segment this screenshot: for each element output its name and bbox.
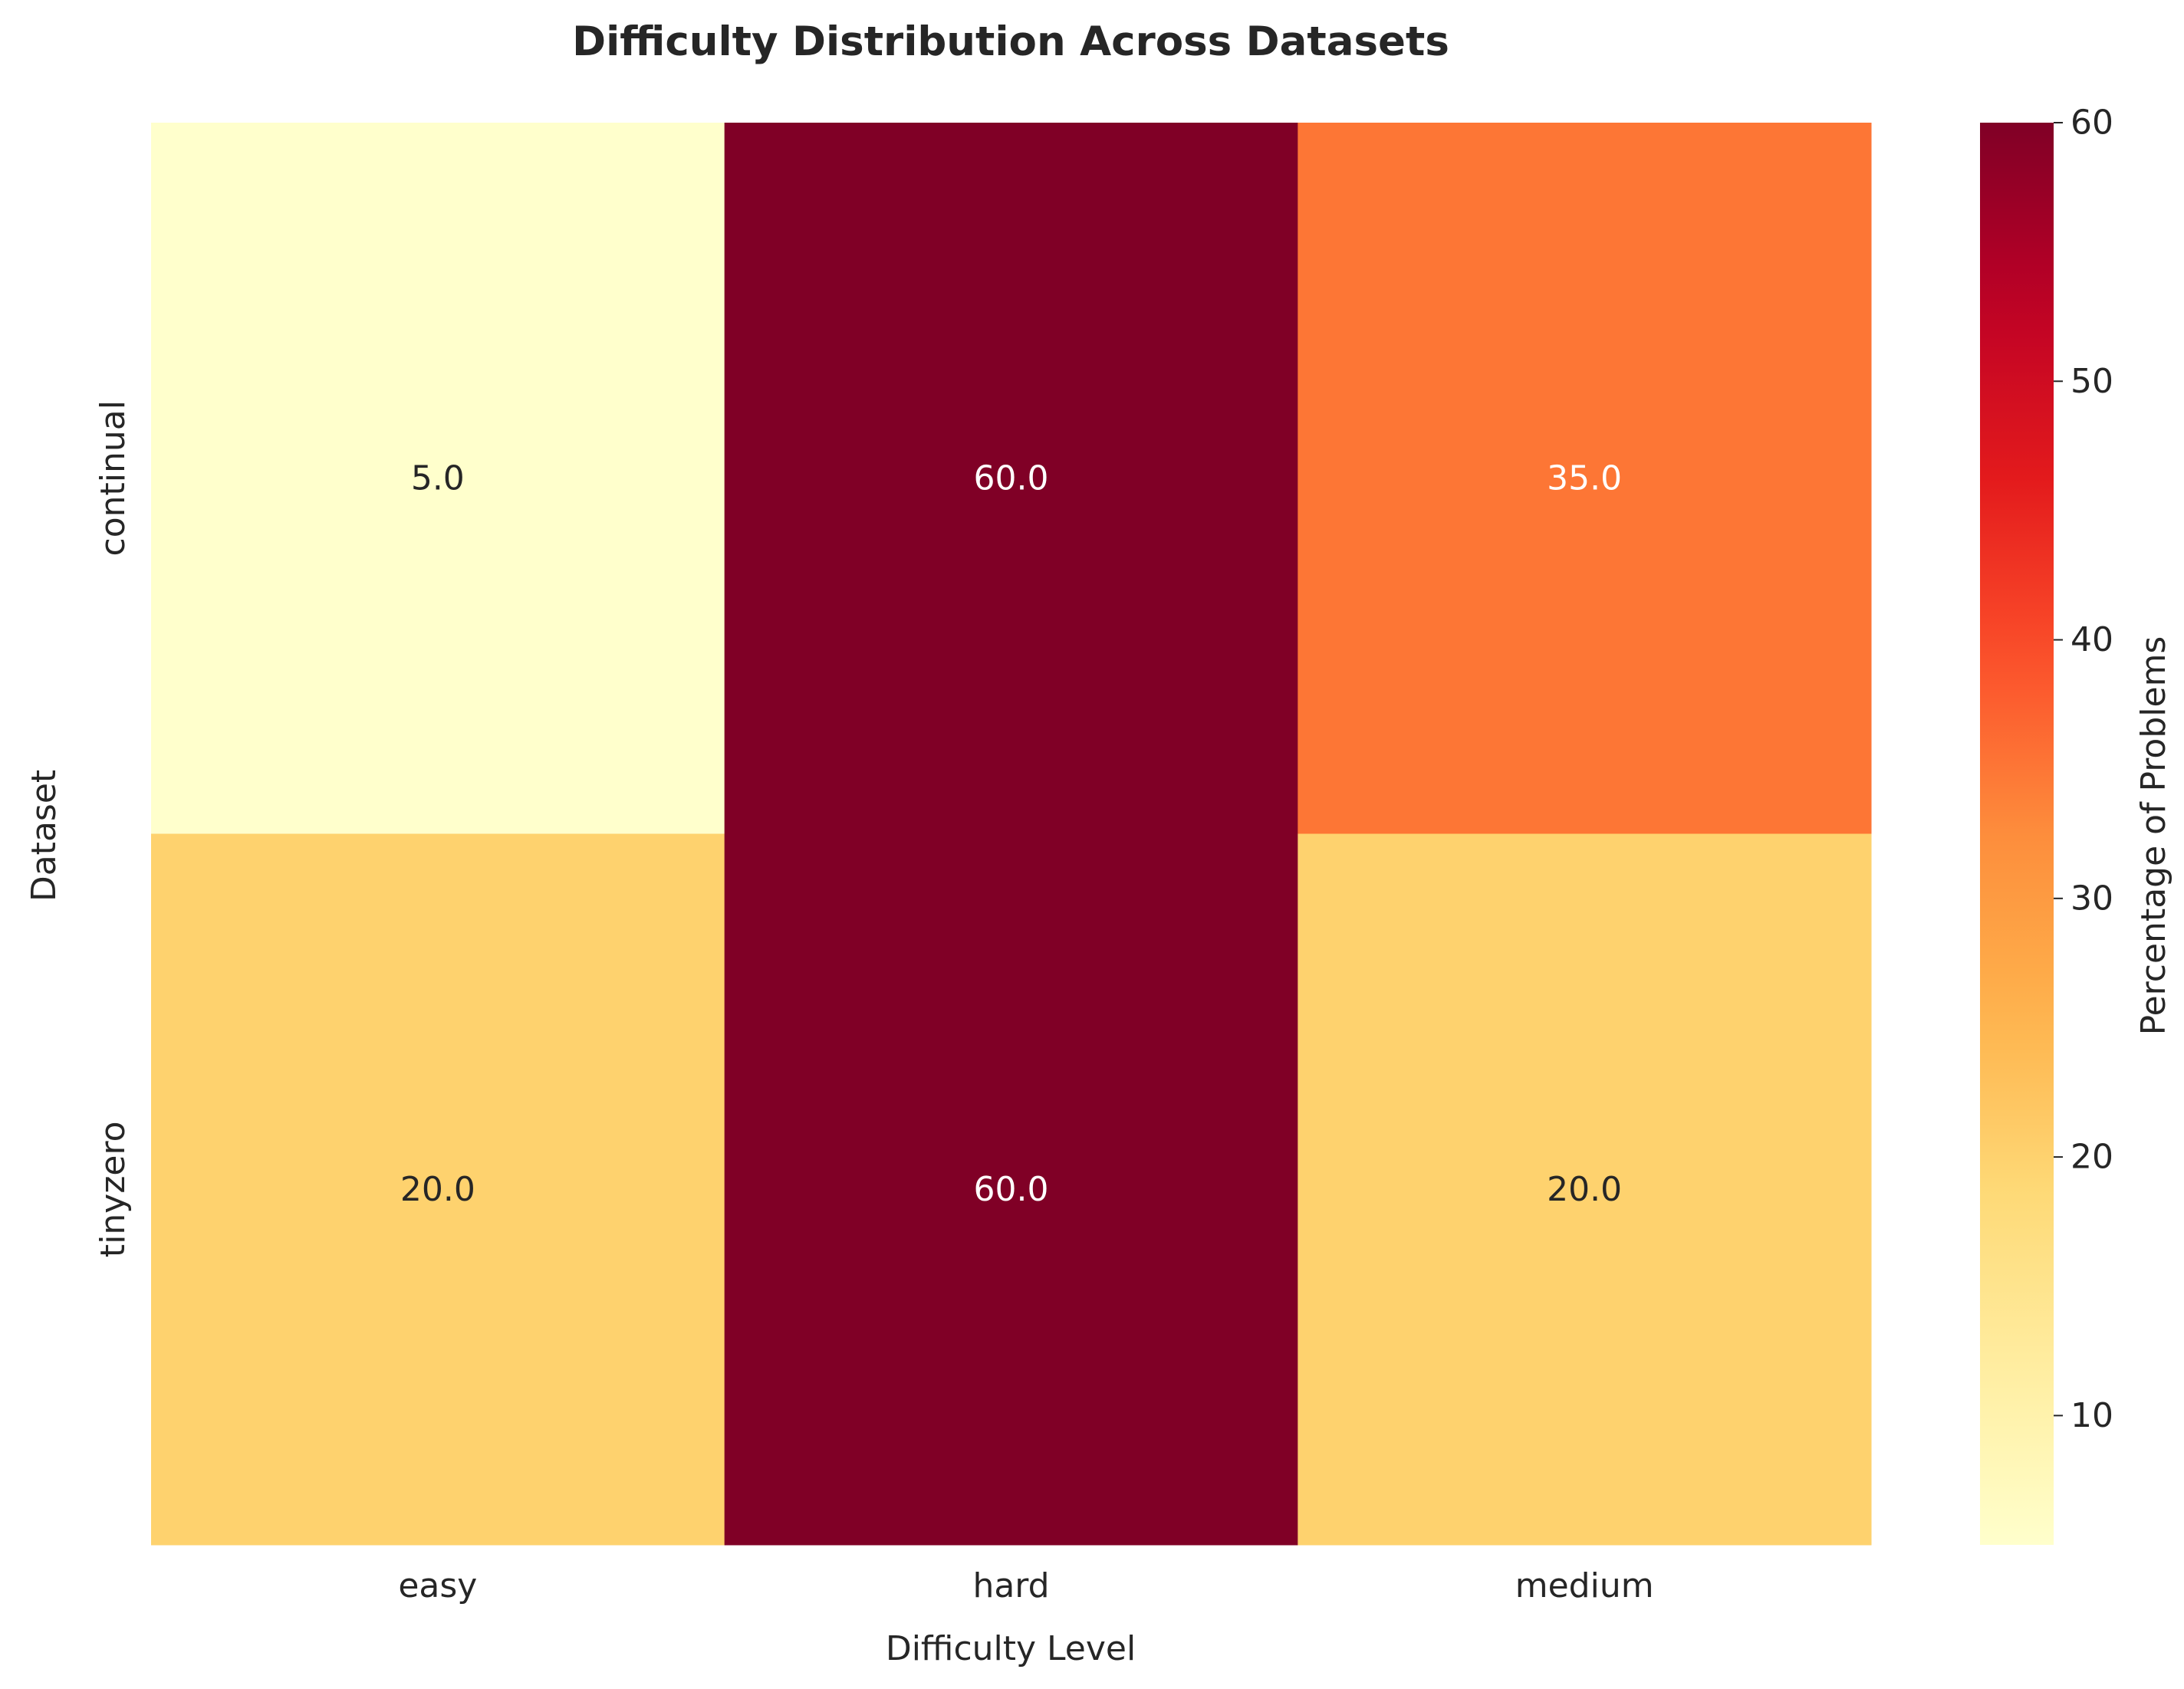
heatmap-cell-tinyzero-hard — [724, 833, 1298, 1546]
heatmap-cell-continual-hard — [724, 123, 1298, 834]
x-axis-ticks: easy hard medium — [398, 1566, 1653, 1605]
colorbar-tick-label: 30 — [2071, 879, 2113, 918]
y-axis-label: Dataset — [25, 770, 64, 902]
cell-value-label: 20.0 — [1547, 1170, 1622, 1209]
y-tick-label: continual — [94, 400, 133, 556]
heatmap-cell-tinyzero-easy — [151, 833, 725, 1546]
heatmap-cell-continual-medium — [1298, 123, 1872, 834]
colorbar-tick-label: 60 — [2071, 104, 2113, 143]
y-axis-ticks: continual tinyzero — [94, 400, 133, 1257]
heatmap-cell-labels: 5.0 60.0 35.0 20.0 60.0 20.0 — [400, 458, 1622, 1209]
colorbar: 10 20 30 40 50 60 Percentage of Problems — [1980, 104, 2173, 1545]
y-tick-label: tinyzero — [94, 1121, 133, 1257]
cell-value-label: 35.0 — [1547, 458, 1622, 498]
cell-value-label: 60.0 — [974, 458, 1049, 498]
colorbar-tick-label: 10 — [2071, 1396, 2113, 1435]
cell-value-label: 20.0 — [400, 1170, 475, 1209]
chart-title: Difficulty Distribution Across Datasets — [572, 18, 1449, 65]
colorbar-label: Percentage of Problems — [2134, 636, 2173, 1036]
colorbar-tick-label: 40 — [2071, 620, 2113, 659]
colorbar-gradient — [1980, 123, 2054, 1545]
heatmap-cells — [151, 123, 1872, 1546]
heatmap-cell-continual-easy — [151, 123, 725, 834]
colorbar-tick-label: 50 — [2071, 362, 2113, 401]
x-tick-label: medium — [1515, 1566, 1654, 1605]
x-axis-label: Difficulty Level — [886, 1629, 1136, 1668]
colorbar-ticks: 10 20 30 40 50 60 — [2054, 104, 2113, 1435]
heatmap-cell-tinyzero-medium — [1298, 833, 1872, 1546]
x-tick-label: hard — [972, 1566, 1049, 1605]
colorbar-tick-label: 20 — [2071, 1138, 2113, 1177]
cell-value-label: 5.0 — [411, 458, 465, 498]
x-tick-label: easy — [398, 1566, 477, 1605]
cell-value-label: 60.0 — [974, 1170, 1049, 1209]
